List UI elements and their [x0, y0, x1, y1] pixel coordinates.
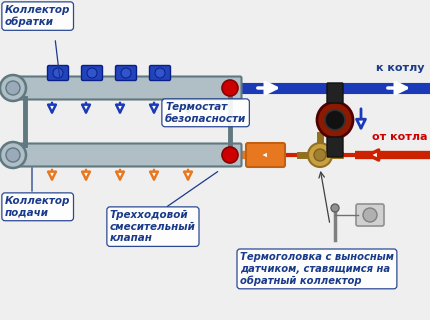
FancyBboxPatch shape — [116, 66, 136, 81]
Circle shape — [222, 147, 238, 163]
FancyBboxPatch shape — [327, 83, 343, 103]
FancyBboxPatch shape — [150, 66, 171, 81]
Circle shape — [155, 68, 165, 78]
Circle shape — [53, 68, 63, 78]
Text: к котлу: к котлу — [377, 63, 425, 73]
Text: Трехходовой
смесительный
клапан: Трехходовой смесительный клапан — [110, 210, 196, 243]
Circle shape — [325, 110, 345, 130]
Circle shape — [314, 149, 326, 161]
Circle shape — [87, 68, 97, 78]
Circle shape — [121, 68, 131, 78]
FancyBboxPatch shape — [246, 143, 285, 167]
Circle shape — [6, 81, 20, 95]
FancyBboxPatch shape — [356, 204, 384, 226]
FancyBboxPatch shape — [82, 66, 102, 81]
Text: Коллектор
подачи: Коллектор подачи — [5, 196, 71, 218]
Text: от котла: от котла — [372, 132, 428, 142]
Circle shape — [308, 143, 332, 167]
FancyBboxPatch shape — [47, 66, 68, 81]
FancyBboxPatch shape — [327, 137, 343, 157]
Circle shape — [317, 102, 353, 138]
Circle shape — [331, 204, 339, 212]
FancyBboxPatch shape — [13, 76, 242, 100]
Circle shape — [6, 148, 20, 162]
Text: Коллектор
обратки: Коллектор обратки — [5, 5, 71, 27]
Circle shape — [363, 208, 377, 222]
FancyBboxPatch shape — [13, 143, 242, 166]
Circle shape — [0, 142, 26, 168]
Text: Термоголовка с выносным
датчиком, ставящимся на
обратный коллектор: Термоголовка с выносным датчиком, ставящ… — [240, 252, 394, 286]
Text: Термостат
безопасности: Термостат безопасности — [165, 102, 246, 124]
Circle shape — [0, 75, 26, 101]
Circle shape — [222, 80, 238, 96]
